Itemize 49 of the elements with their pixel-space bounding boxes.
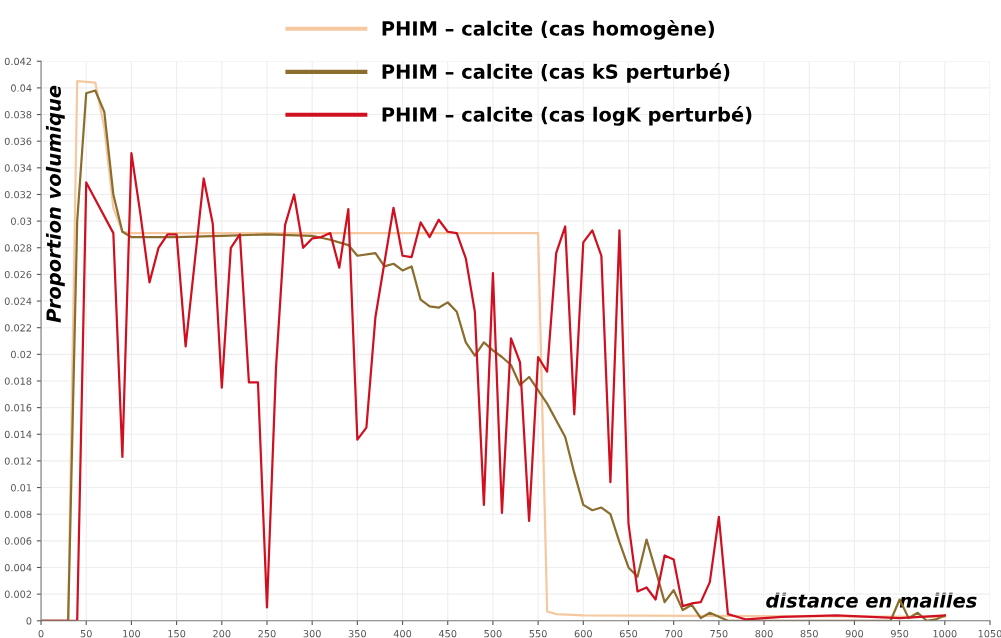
legend-label: PHIM – calcite (cas homogène) (382, 20, 714, 40)
y-tick-label: 0.012 (4, 457, 32, 465)
y-tick-label: 0.004 (4, 563, 32, 572)
x-tick-label: 50 (80, 629, 92, 638)
x-tick-label: 250 (258, 629, 276, 638)
y-tick-label: 0.008 (4, 510, 32, 519)
x-tick-label: 950 (890, 629, 909, 638)
legend-label: PHIM – calcite (cas kS perturbé) (382, 63, 730, 83)
y-tick-label: 0.018 (4, 377, 32, 385)
x-tick-label: 1000 (933, 629, 957, 638)
x-tick-label: 300 (303, 629, 321, 638)
x-tick-label: 900 (845, 629, 864, 638)
x-tick-label: 500 (484, 629, 502, 638)
y-tick-label: 0.02 (11, 350, 32, 359)
y-tick-label: 0.04 (11, 84, 32, 92)
y-tick-label: 0.016 (4, 404, 32, 412)
y-tick-label: 0.042 (4, 57, 32, 66)
y-tick-label: 0.024 (4, 297, 32, 305)
x-tick-label: 600 (574, 629, 592, 638)
x-tick-label: 450 (438, 629, 457, 638)
x-tick-label: 350 (348, 629, 366, 638)
y-tick-label: 0.034 (4, 164, 32, 172)
x-tick-label: 800 (755, 629, 773, 638)
x-tick-label: 650 (619, 629, 638, 638)
x-tick-label: 100 (123, 629, 141, 638)
x-tick-label: 850 (800, 629, 818, 638)
x-axis-title: distance en mailles (766, 592, 977, 608)
y-tick-label: 0.014 (4, 430, 32, 439)
x-tick-label: 400 (393, 629, 412, 638)
y-tick-label: 0.038 (4, 111, 32, 119)
y-tick-label: 0.03 (11, 217, 32, 225)
y-tick-label: 0.032 (4, 190, 32, 199)
x-tick-label: 550 (529, 629, 547, 638)
y-tick-label: 0.002 (4, 590, 32, 598)
legend-label: PHIM – calcite (cas logK perturbé) (382, 106, 752, 126)
y-tick-label: 0.026 (4, 270, 32, 279)
x-tick-label: 200 (213, 629, 231, 638)
y-tick-label: 0.022 (4, 324, 32, 332)
x-tick-label: 700 (665, 629, 683, 638)
y-tick-label: 0 (26, 617, 32, 625)
y-tick-label: 0.028 (4, 244, 32, 252)
x-tick-label: 1050 (978, 629, 1001, 638)
y-axis-title: Proportion volumique (45, 85, 65, 323)
x-tick-label: 150 (168, 629, 186, 638)
x-tick-label: 0 (38, 629, 44, 638)
y-tick-label: 0.006 (4, 537, 32, 545)
y-tick-label: 0.036 (4, 137, 32, 146)
y-tick-label: 0.01 (11, 484, 32, 492)
x-tick-label: 750 (710, 629, 728, 638)
